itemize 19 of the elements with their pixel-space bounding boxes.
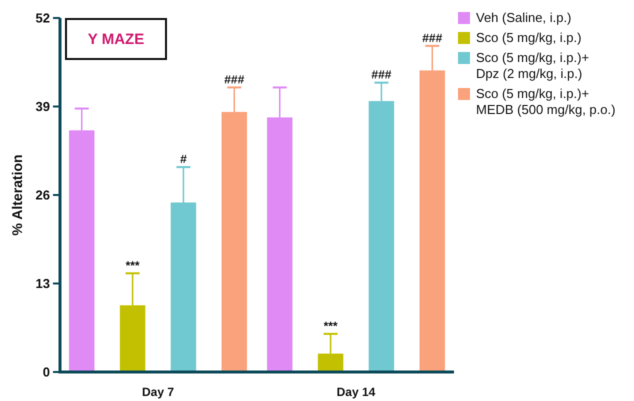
legend-label: Sco (5 mg/kg, i.p.)+ MEDB (500 mg/kg, p.o.) [476,86,616,117]
y-tick-label: 39 [36,99,50,114]
y-tick-label: 52 [36,10,50,26]
data-label: ### [422,30,443,45]
data-label: *** [324,318,338,333]
x-tick-label: Day 14 [336,385,376,399]
legend-label: Veh (Saline, i.p.) [476,10,572,25]
data-label: ### [371,68,392,82]
legend-label: Sco (5 mg/kg, i.p.)+ Dpz (2 mg/kg, i.p.) [476,50,590,81]
y-tick-label: 0 [42,364,50,380]
y-tick-label: 13 [36,276,50,292]
y-axis-title: % Alteration [9,154,25,236]
x-tick-label: Day 7 [142,385,174,399]
text: Y MAZE [88,31,144,48]
data-label: ### [224,72,245,86]
legend-label: Sco (5 mg/kg, i.p.) [476,30,582,45]
data-label: *** [126,258,140,272]
data-label: # [180,152,188,166]
y-tick-label: 26 [36,188,50,203]
